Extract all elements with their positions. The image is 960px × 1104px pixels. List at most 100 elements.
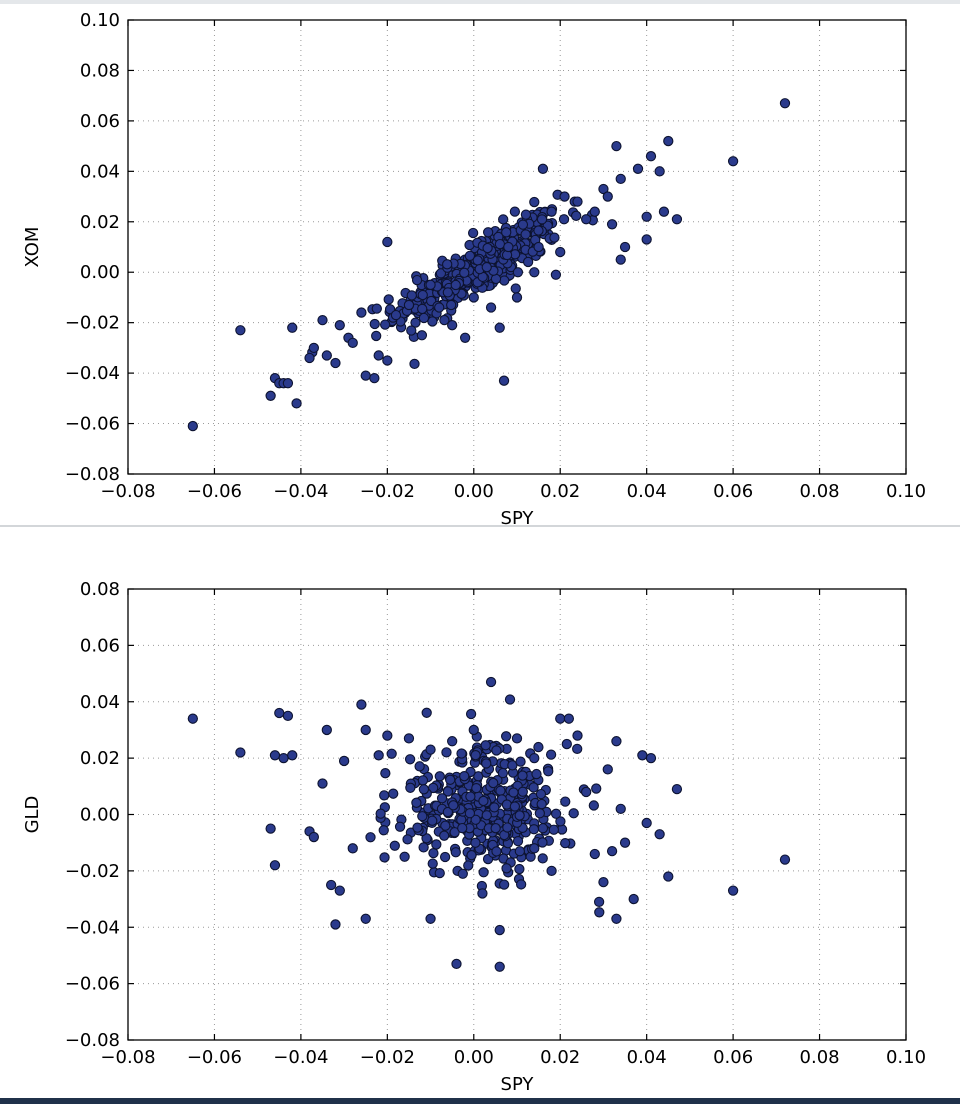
data-point [379,319,391,330]
data-point [589,848,600,860]
data-point [380,768,391,779]
y-tick-label: −0.06 [65,974,120,995]
data-point [414,761,425,772]
data-point [412,822,423,833]
data-point [537,823,549,834]
data-point [446,299,457,311]
data-point [536,214,548,225]
data-point [235,325,246,336]
data-point [510,283,521,294]
data-point [434,867,445,879]
data-point [485,676,497,688]
data-point [442,786,454,797]
data-point [235,747,246,758]
data-point [509,801,521,812]
data-point [409,358,420,370]
y-tick-label: 0.02 [80,748,120,769]
data-point [481,810,492,821]
y-tick-label: 0.02 [80,212,120,233]
x-tick-label: 0.04 [627,481,667,502]
x-axis-label: SPY [501,508,535,525]
data-point [654,166,665,177]
data-point [442,259,453,270]
data-point [347,843,358,854]
data-point [447,320,458,331]
data-point [534,808,545,819]
data-point [373,750,384,761]
data-point [641,234,652,245]
data-point [427,316,438,327]
data-point [417,775,429,786]
data-point [325,879,337,891]
data-point [403,299,415,311]
data-point [533,225,544,236]
data-point [334,885,345,896]
data-point [546,206,557,217]
data-point [404,754,416,765]
data-point [515,879,527,890]
data-point [594,907,605,918]
data-point [265,823,276,834]
data-point [481,758,492,769]
data-point [501,863,512,874]
data-point [555,816,566,827]
data-point [382,730,393,741]
data-point [632,163,644,174]
data-point [611,140,622,152]
data-point [406,290,417,301]
data-point [498,214,509,225]
data-point [514,846,525,857]
data-point [379,790,390,801]
data-point [417,303,428,315]
data-point [611,913,622,924]
data-point [512,836,524,847]
data-point [593,896,605,908]
data-point [347,337,358,348]
data-point [628,893,639,905]
data-point [537,837,548,848]
data-point [509,206,521,217]
data-point [548,824,559,835]
data-point [727,156,739,167]
data-point [468,292,479,303]
data-point [779,98,791,109]
data-point [472,255,483,266]
data-point [495,785,506,796]
data-point [504,694,516,705]
data-point [517,786,528,797]
data-point [615,803,626,815]
data-point [379,852,390,863]
window-top-bar [0,0,960,4]
data-point [447,736,458,747]
data-point [560,837,571,849]
data-point [517,770,528,781]
data-point [481,262,492,273]
data-point [459,267,470,278]
data-point [291,398,302,409]
data-point [571,210,582,221]
y-tick-label: 0.06 [80,111,120,132]
data-point [520,229,531,240]
data-point [418,784,430,795]
data-point [641,211,652,222]
data-point [274,707,285,719]
data-point [511,292,523,303]
x-tick-label: 0.08 [800,1047,840,1068]
data-point [435,268,447,279]
data-point [485,302,497,313]
data-point [427,815,438,826]
data-point [500,731,512,742]
data-point [360,370,371,381]
data-point [598,876,609,888]
data-point [588,800,599,811]
data-point [568,808,579,819]
data-point [602,191,613,202]
data-point [494,961,505,972]
x-tick-label: 0.08 [800,481,840,502]
data-point [727,885,739,896]
data-point [410,317,421,328]
data-point [278,752,289,764]
data-point [321,724,332,736]
x-tick-label: −0.06 [187,481,242,502]
data-point [503,241,514,253]
